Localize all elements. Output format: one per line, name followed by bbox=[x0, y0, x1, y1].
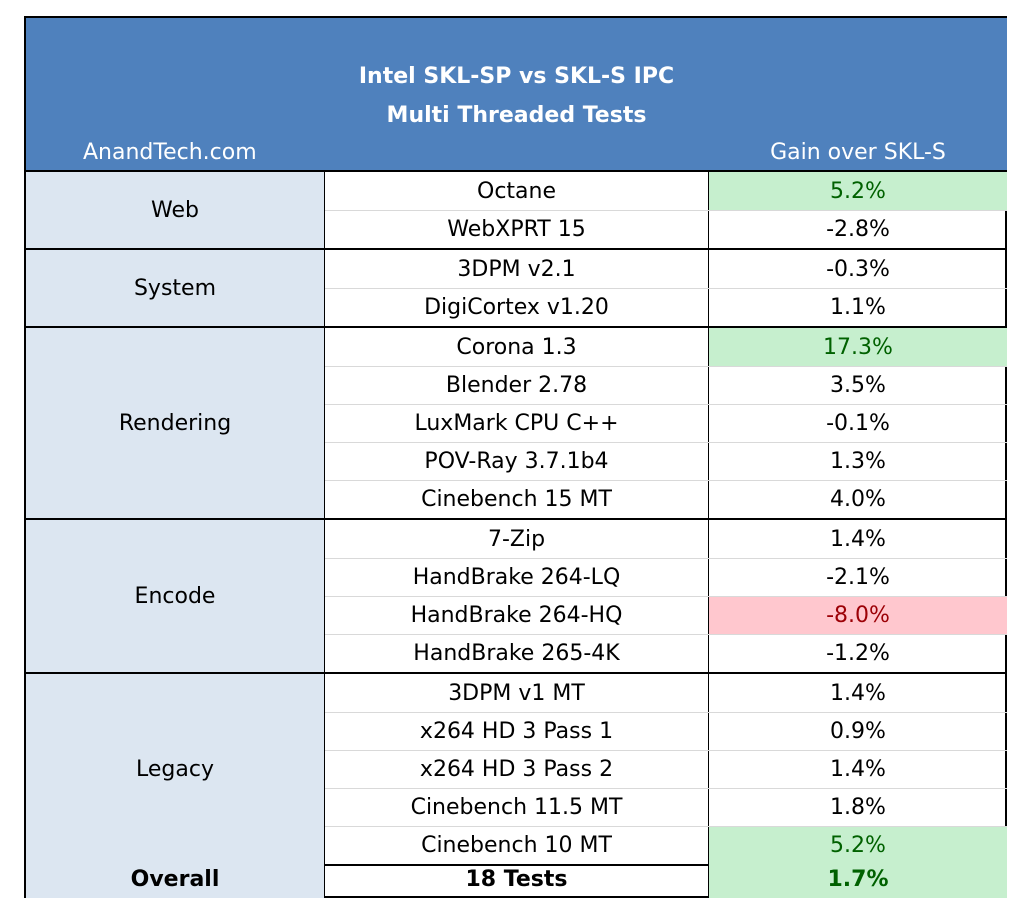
test-name: LuxMark CPU C++ bbox=[325, 404, 709, 442]
row-divider bbox=[325, 288, 1007, 289]
test-name: 3DPM v2.1 bbox=[325, 250, 709, 288]
overall-label: Overall bbox=[26, 860, 325, 898]
group-divider bbox=[26, 672, 1007, 674]
source-label: AnandTech.com bbox=[83, 140, 257, 165]
gain-value: 4.0% bbox=[830, 486, 886, 512]
row-divider bbox=[325, 788, 1007, 789]
table-header: Intel SKL-SP vs SKL-S IPC Multi Threaded… bbox=[26, 18, 1007, 172]
gain-value: 1.4% bbox=[830, 680, 886, 706]
gain-value: 1.1% bbox=[830, 294, 886, 320]
test-name: Cinebench 15 MT bbox=[325, 480, 709, 518]
gain-value: 3.5% bbox=[830, 372, 886, 398]
value-column-header: Gain over SKL-S bbox=[770, 140, 946, 165]
group-divider bbox=[26, 864, 1007, 866]
group-label: Rendering bbox=[26, 328, 325, 520]
gain-value: -2.8% bbox=[826, 216, 890, 242]
overall-row: Overall 18 Tests 1.7% bbox=[26, 860, 1007, 898]
gain-value: 1.4% bbox=[830, 756, 886, 782]
test-name: DigiCortex v1.20 bbox=[325, 288, 709, 326]
gain-value: 1.3% bbox=[830, 448, 886, 474]
test-name: 7-Zip bbox=[325, 520, 709, 558]
gain-value: 17.3% bbox=[709, 328, 1007, 366]
row-divider bbox=[325, 558, 1007, 559]
group-divider bbox=[26, 518, 1007, 520]
row-divider bbox=[325, 826, 1007, 827]
row-divider bbox=[325, 634, 1007, 635]
test-name: x264 HD 3 Pass 1 bbox=[325, 712, 709, 750]
test-name: Octane bbox=[325, 172, 709, 210]
row-divider bbox=[325, 480, 1007, 481]
test-name: HandBrake 265-4K bbox=[325, 634, 709, 672]
group-label: Encode bbox=[26, 520, 325, 674]
chart-subtitle: Multi Threaded Tests bbox=[386, 103, 647, 128]
gain-value: -1.2% bbox=[826, 640, 890, 666]
group-label: Legacy bbox=[26, 674, 325, 866]
chart-title: Intel SKL-SP vs SKL-S IPC bbox=[358, 64, 675, 89]
test-name: Blender 2.78 bbox=[325, 366, 709, 404]
gain-value: -0.3% bbox=[826, 256, 890, 282]
row-divider bbox=[325, 750, 1007, 751]
row-divider bbox=[325, 404, 1007, 405]
row-divider bbox=[325, 366, 1007, 367]
row-divider bbox=[325, 596, 1007, 597]
row-divider bbox=[325, 210, 1007, 211]
test-name: HandBrake 264-LQ bbox=[325, 558, 709, 596]
test-name: 3DPM v1 MT bbox=[325, 674, 709, 712]
gain-value: 5.2% bbox=[709, 172, 1007, 210]
group-label: System bbox=[26, 250, 325, 328]
group-divider bbox=[26, 326, 1007, 328]
test-name: HandBrake 264-HQ bbox=[325, 596, 709, 634]
gain-value: 1.8% bbox=[830, 794, 886, 820]
overall-test-count: 18 Tests bbox=[325, 860, 709, 898]
group-divider bbox=[26, 248, 1007, 250]
test-name: WebXPRT 15 bbox=[325, 210, 709, 248]
row-divider bbox=[325, 442, 1007, 443]
gain-value: -2.1% bbox=[826, 564, 890, 590]
test-name: POV-Ray 3.7.1b4 bbox=[325, 442, 709, 480]
gain-value: 5.2% bbox=[709, 826, 1007, 864]
gain-value: 0.9% bbox=[830, 718, 886, 744]
test-name: x264 HD 3 Pass 2 bbox=[325, 750, 709, 788]
test-name: Cinebench 11.5 MT bbox=[325, 788, 709, 826]
ipc-table: Intel SKL-SP vs SKL-S IPC Multi Threaded… bbox=[24, 16, 1007, 898]
test-name: Cinebench 10 MT bbox=[325, 826, 709, 864]
gain-value: -8.0% bbox=[709, 596, 1007, 634]
row-divider bbox=[325, 712, 1007, 713]
test-name: Corona 1.3 bbox=[325, 328, 709, 366]
group-label: Web bbox=[26, 172, 325, 250]
gain-value: 1.4% bbox=[830, 526, 886, 552]
gain-value: -0.1% bbox=[826, 410, 890, 436]
overall-value: 1.7% bbox=[709, 860, 1007, 898]
